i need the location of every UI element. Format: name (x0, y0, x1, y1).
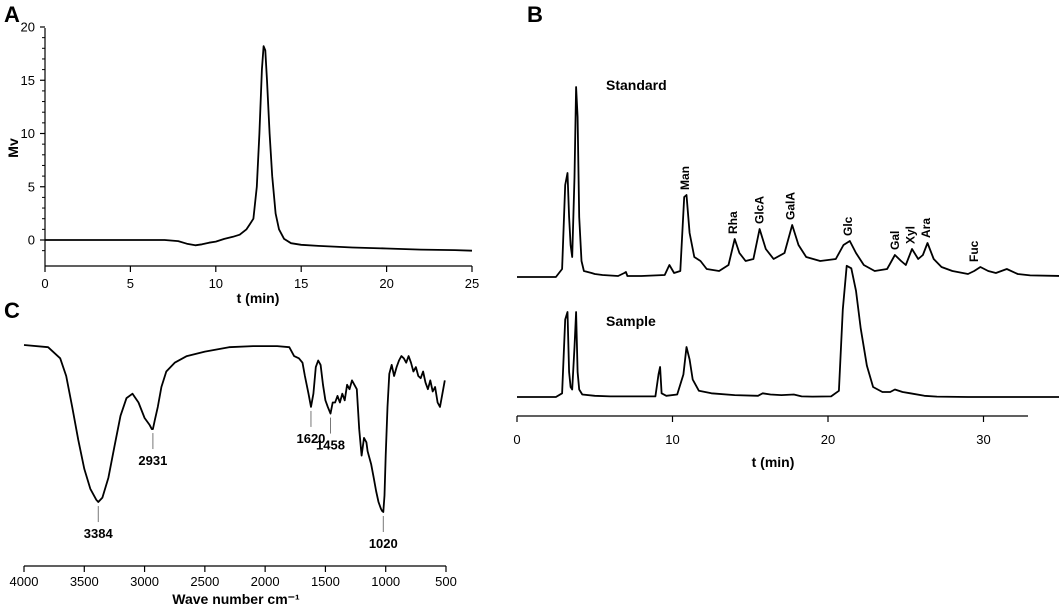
peak-label-xyl: Xyl (903, 226, 917, 244)
peak-label-glca: GlcA (753, 196, 767, 224)
panel-c-x-tick-label: 1500 (311, 574, 340, 589)
panel-c-band-leaders (97, 410, 384, 532)
panel-b: B 0 10 20 30 t (min) Standard Sample Man Rha… (513, 2, 1059, 470)
panel-a-y-ticks: 0 5 10 15 20 (21, 20, 45, 252)
panel-c-x-ticks: 4000 3500 3000 2500 2000 1500 1000 500 (10, 566, 457, 589)
band-label-1020: 1020 (369, 536, 398, 551)
panel-b-peak-labels: Man Rha GlcA GalA Glc Gal Xyl Ara Fuc (678, 166, 981, 262)
panel-c-x-tick-label: 2000 (251, 574, 280, 589)
ftir-spectrum-trace (23, 344, 446, 513)
panel-c-x-tick-label: 4000 (10, 574, 39, 589)
panel-a-x-tick-label: 25 (465, 276, 479, 291)
peak-label-gala: GalA (784, 192, 798, 220)
panel-a-x-axis-title: t (min) (237, 290, 280, 306)
panel-a-y-tick-label: 5 (28, 179, 35, 194)
panel-a-y-tick-label: 15 (21, 73, 35, 88)
peak-label-fuc: Fuc (967, 240, 981, 262)
panel-b-x-tick-label: 20 (821, 432, 835, 447)
band-label-1620: 1620 (296, 431, 325, 446)
peak-label-glc: Glc (841, 216, 855, 236)
peak-label-ara: Ara (919, 218, 933, 238)
panel-b-x-axis-title: t (min) (752, 454, 795, 470)
panel-a-letter: A (4, 2, 20, 27)
panel-b-x-tick-label: 10 (665, 432, 679, 447)
peak-label-man: Man (678, 166, 692, 190)
panel-b-x-tick-label: 0 (513, 432, 520, 447)
panel-a-trace (45, 45, 473, 252)
panel-a-y-axis-title: Mv (5, 138, 21, 158)
panel-a-y-tick-label: 10 (21, 126, 35, 141)
sample-trace (517, 264, 1059, 398)
peak-label-gal: Gal (888, 231, 902, 250)
panel-a-x-tick-label: 20 (379, 276, 393, 291)
standard-trace (517, 86, 1059, 278)
sample-trace-label: Sample (606, 313, 656, 329)
band-label-2931: 2931 (138, 453, 167, 468)
panel-c-x-tick-label: 2500 (190, 574, 219, 589)
panel-a-x-ticks: 0 5 10 15 20 25 (41, 266, 479, 291)
standard-trace-label: Standard (606, 77, 667, 93)
panel-c-x-axis-title: Wave number cm⁻¹ (172, 591, 300, 607)
panel-a-y-tick-label: 20 (21, 20, 35, 35)
panel-b-letter: B (527, 2, 543, 27)
band-label-3384: 3384 (84, 526, 114, 541)
panel-a-x-tick-label: 0 (41, 276, 48, 291)
panel-c: C 4000 3500 3000 2500 2000 1500 1000 500 Wave n… (4, 298, 457, 607)
panel-c-letter: C (4, 298, 20, 323)
panel-c-x-tick-label: 3000 (130, 574, 159, 589)
panel-c-x-tick-label: 3500 (70, 574, 99, 589)
band-label-1458: 1458 (316, 438, 345, 453)
panel-b-x-ticks: 0 10 20 30 (513, 416, 991, 447)
panel-a-x-tick-label: 15 (294, 276, 308, 291)
panel-a-x-tick-label: 10 (209, 276, 223, 291)
panel-a-x-tick-label: 5 (127, 276, 134, 291)
peak-label-rha: Rha (726, 211, 740, 234)
panel-b-x-tick-label: 30 (976, 432, 990, 447)
panel-a: A 0 5 10 15 20 0 5 10 15 20 25 Mv t (min) (4, 2, 479, 306)
panel-c-x-tick-label: 500 (435, 574, 457, 589)
panel-a-y-tick-label: 0 (28, 233, 35, 248)
panel-c-x-tick-label: 1000 (371, 574, 400, 589)
